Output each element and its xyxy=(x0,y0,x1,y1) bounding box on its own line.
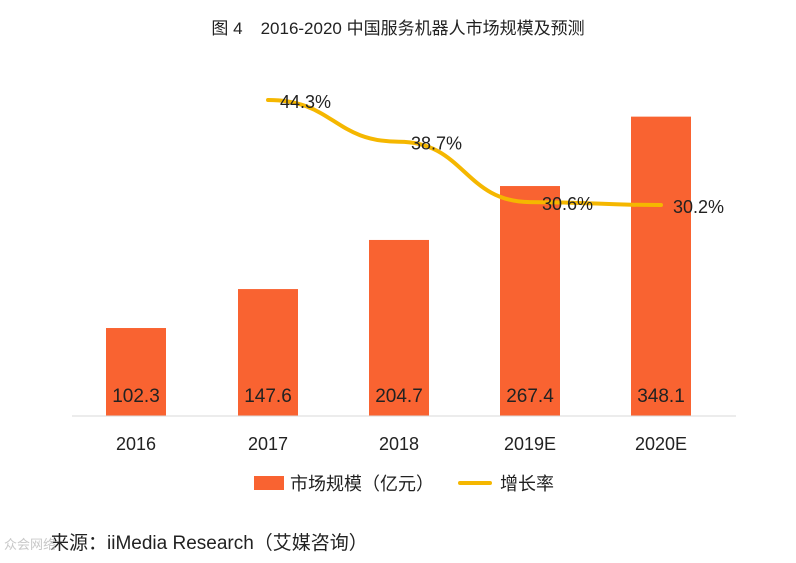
bar-series xyxy=(106,116,691,416)
legend-bar-swatch xyxy=(254,476,284,490)
bar-2019E xyxy=(500,186,560,416)
x-tick-label: 2016 xyxy=(116,434,156,454)
bar-value-label: 102.3 xyxy=(112,386,160,407)
bar-value-label: 348.1 xyxy=(637,386,685,407)
legend-item-growth-rate: 增长率 xyxy=(458,470,554,496)
bar-value-labels: 102.3 147.6 204.7 267.4 348.1 xyxy=(112,386,685,407)
x-tick-label: 2019E xyxy=(504,434,556,454)
growth-rate-label: 30.2% xyxy=(673,197,724,217)
growth-rate-labels: 44.3% 38.7% 30.6% 30.2% xyxy=(280,92,724,217)
growth-rate-label: 30.6% xyxy=(542,194,593,214)
legend-item-market-size: 市场规模（亿元） xyxy=(254,470,434,496)
x-axis-tick-labels: 2016 2017 2018 2019E 2020E xyxy=(116,434,687,454)
bar-2020E xyxy=(631,116,691,416)
bar-2016 xyxy=(106,328,166,416)
bar-2018 xyxy=(369,239,429,416)
growth-rate-label: 38.7% xyxy=(411,134,462,154)
growth-rate-line xyxy=(266,98,663,208)
growth-rate-label: 44.3% xyxy=(280,92,331,112)
bar-value-label: 267.4 xyxy=(506,386,554,407)
legend-bar-label: 市场规模（亿元） xyxy=(290,474,434,494)
bar-value-label: 204.7 xyxy=(375,386,423,407)
bar-2017 xyxy=(238,289,298,416)
x-tick-label: 2017 xyxy=(248,434,288,454)
figure-number: 图 4 xyxy=(211,19,243,38)
source-note: 来源：iiMedia Research（艾媒咨询） xyxy=(50,533,368,554)
legend-line-swatch xyxy=(458,481,492,485)
legend: 市场规模（亿元） 增长率 xyxy=(0,470,796,498)
legend-line-label: 增长率 xyxy=(500,474,554,494)
bar-value-label: 147.6 xyxy=(244,386,292,407)
x-tick-label: 2018 xyxy=(379,434,419,454)
watermark: 众会网络 xyxy=(4,537,57,552)
title-text: 2016-2020 中国服务机器人市场规模及预测 xyxy=(260,19,585,38)
chart-title: 图 4 2016-2020 中国服务机器人市场规模及预测 xyxy=(0,14,796,39)
x-tick-label: 2020E xyxy=(635,434,687,454)
